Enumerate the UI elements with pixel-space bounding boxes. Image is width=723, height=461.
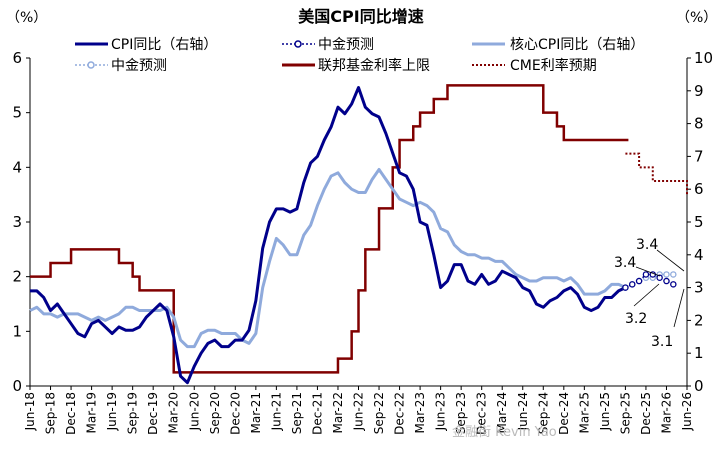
legend-label-core-forecast: 中金预测 xyxy=(111,58,167,74)
x-tick-label: Jun-20 xyxy=(187,392,201,431)
x-tick-label: Sep-24 xyxy=(536,392,550,434)
x-tick-label: Sep-25 xyxy=(618,392,632,434)
x-tick-label: Mar-19 xyxy=(85,392,99,433)
legend-item-cme: CME利率预期 xyxy=(472,57,597,74)
annotation-cpi-high: 3.4 xyxy=(614,255,636,271)
x-tick-label: Sep-21 xyxy=(290,392,304,434)
x-tick-label: Dec-22 xyxy=(393,392,407,435)
x-tick-label: Mar-21 xyxy=(249,392,263,433)
left-tick-label: 3 xyxy=(12,213,22,231)
legend-label-cpi: CPI同比（右轴） xyxy=(111,37,217,53)
right-tick-label: 4 xyxy=(694,246,704,264)
legend-marker-cpi-forecast xyxy=(294,40,302,48)
annotation-cpi-low: 3.1 xyxy=(651,334,673,350)
x-tick-label: Jun-24 xyxy=(516,392,530,431)
x-tick-label: Mar-24 xyxy=(495,392,509,433)
x-tick-label: Dec-24 xyxy=(557,392,571,435)
x-tick-label: Dec-18 xyxy=(64,392,78,435)
series-1-marker xyxy=(670,281,677,288)
left-tick-label: 4 xyxy=(12,158,22,176)
legend-item-core-forecast: 中金预测 xyxy=(75,58,167,74)
series-1-marker xyxy=(622,284,629,291)
legend-item-cpi: CPI同比（右轴） xyxy=(75,37,217,53)
x-tick-label: Mar-23 xyxy=(413,392,427,433)
x-tick-label: Jun-19 xyxy=(105,392,119,431)
x-tick-label: Mar-25 xyxy=(577,392,591,433)
right-tick-label: 7 xyxy=(694,147,704,165)
series-layer xyxy=(29,84,688,385)
x-tick-label: Jun-21 xyxy=(269,392,283,431)
series-5-line xyxy=(625,152,688,195)
right-tick-label: 6 xyxy=(694,180,704,198)
right-tick-label: 8 xyxy=(694,115,704,133)
x-tick-label: Sep-22 xyxy=(372,392,386,434)
right-tick-label: 9 xyxy=(694,82,704,100)
legend-item-cpi-forecast: 中金预测 xyxy=(282,37,374,53)
series-0-line xyxy=(30,86,627,385)
series-1-marker xyxy=(642,271,650,278)
legend-label-cpi-forecast: 中金预测 xyxy=(318,37,374,53)
x-tick-label: Jun-18 xyxy=(23,392,37,431)
series-1-marker xyxy=(635,277,643,285)
x-tick-label: Jun-22 xyxy=(352,392,366,431)
legend-label-cme: CME利率预期 xyxy=(510,57,597,74)
legend-item-core: 核心CPI同比（右轴） xyxy=(472,37,644,53)
series-1-marker xyxy=(663,277,670,285)
x-tick-label: Mar-20 xyxy=(167,392,181,433)
annotations: 3.4 3.4 3.2 3.1 xyxy=(614,237,685,350)
x-tick-label: Dec-23 xyxy=(475,392,489,435)
series-1-marker xyxy=(656,274,663,282)
series-4-line xyxy=(30,84,629,374)
x-tick-label: Dec-21 xyxy=(310,392,324,435)
x-tick-label: Dec-19 xyxy=(146,392,160,435)
chart-title: 美国CPI同比增速 xyxy=(298,7,423,26)
x-tick-label: Sep-20 xyxy=(208,392,222,434)
watermark: 金融街 Kevin Yao xyxy=(452,424,557,440)
legend-label-core: 核心CPI同比（右轴） xyxy=(510,37,644,53)
x-tick-label: Jun-26 xyxy=(680,392,694,431)
left-axis-unit: （%） xyxy=(6,10,47,26)
left-tick-label: 2 xyxy=(12,268,22,286)
right-tick-label: 0 xyxy=(694,377,704,395)
legend: CPI同比（右轴） 中金预测 核心CPI同比（右轴） 中金预测 联邦基金利率上限… xyxy=(75,37,644,74)
x-tick-label: Sep-18 xyxy=(44,392,58,434)
x-tick-label: Jun-25 xyxy=(598,392,612,431)
x-tick-label: Sep-19 xyxy=(126,392,140,434)
x-tick-label: Dec-25 xyxy=(639,392,653,435)
axis-layer: 0 1 2 3 4 5 6 0 1 2 3 4 5 6 7 8 9 10 Jun-18 Sep-18 Dec-18 Mar… xyxy=(12,49,713,435)
right-tick-label: 1 xyxy=(694,344,704,362)
annotation-leader-core-high xyxy=(656,249,685,272)
series-2-line xyxy=(29,168,627,349)
x-tick-label: Jun-23 xyxy=(434,392,448,431)
annotation-cpi-mid: 3.2 xyxy=(625,311,647,327)
left-tick-label: 1 xyxy=(12,322,22,340)
x-tick-label: Dec-20 xyxy=(228,392,242,435)
x-tick-label: Mar-26 xyxy=(659,392,673,433)
series-3-marker xyxy=(670,271,677,278)
left-tick-label: 0 xyxy=(12,377,22,395)
right-tick-label: 3 xyxy=(694,279,704,297)
legend-marker-core-forecast xyxy=(87,61,95,69)
right-tick-label: 5 xyxy=(694,213,704,231)
annotation-leader-cpi-mid xyxy=(633,283,660,307)
right-tick-label: 10 xyxy=(694,49,713,67)
right-tick-label: 2 xyxy=(694,311,704,329)
x-tick-label: Mar-22 xyxy=(331,392,345,433)
legend-label-ffr: 联邦基金利率上限 xyxy=(318,57,430,74)
series-1-marker xyxy=(629,281,636,288)
x-tick-label: Sep-23 xyxy=(454,392,468,434)
annotation-leader-cpi-low xyxy=(673,288,685,328)
series-3-marker xyxy=(663,271,670,278)
annotation-leader-cpi-high xyxy=(635,266,661,277)
right-axis-unit: （%） xyxy=(676,10,717,26)
annotation-core-high: 3.4 xyxy=(636,237,658,253)
left-tick-label: 6 xyxy=(12,49,22,67)
left-tick-label: 5 xyxy=(12,104,22,122)
legend-item-ffr: 联邦基金利率上限 xyxy=(282,57,430,74)
